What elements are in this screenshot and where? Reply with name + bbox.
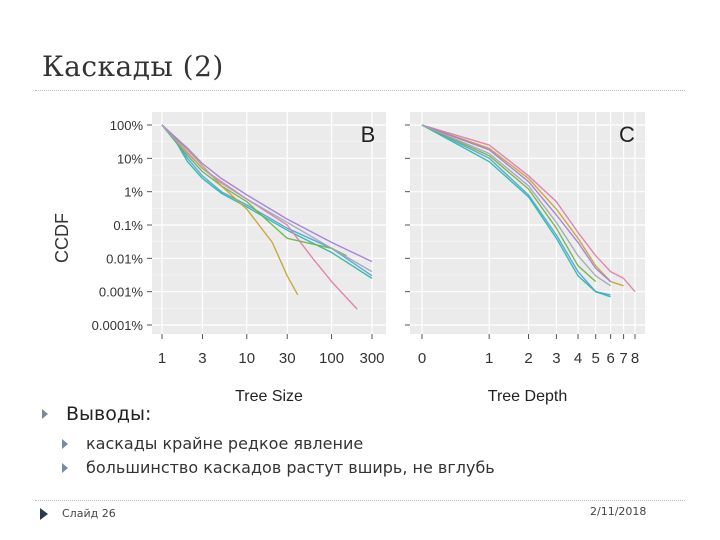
x-tick-label: 6 <box>606 350 614 367</box>
y-tick-label: 100% <box>110 118 144 133</box>
y-tick-label: 0.0001% <box>92 318 144 333</box>
plot-background <box>410 112 645 334</box>
x-axis-label: Tree Size <box>235 388 303 405</box>
x-tick-label: 300 <box>359 350 384 367</box>
y-tick-label: 0.01% <box>106 251 143 266</box>
x-tick-label: 100 <box>319 350 344 367</box>
x-axis-label: Tree Depth <box>488 388 567 405</box>
sub-bullet-1: каскады крайне редкое явление <box>40 432 495 456</box>
series-line <box>421 124 636 293</box>
y-tick-label: 10% <box>117 151 143 166</box>
slide-date: 2/11/2018 <box>590 505 647 518</box>
slide-number: Слайд 26 <box>62 507 116 520</box>
series-line <box>161 124 299 296</box>
footer-arrow-icon <box>40 508 48 520</box>
x-tick-label: 30 <box>279 350 296 367</box>
bullet-main-text: Выводы: <box>66 403 152 425</box>
plot-background <box>152 112 386 334</box>
panel-tree-size: 1 3 10 30 100 300 100% 10% 1% 0.1% 0.01% 0.001% 0.00… <box>92 112 386 405</box>
x-tick-label: 2 <box>524 350 532 367</box>
series-line <box>421 124 611 287</box>
panel-tree-depth: 0 1 2 3 4 5 6 7 8 C Tree Depth <box>405 112 645 405</box>
x-tick-label: 3 <box>552 350 560 367</box>
footer-divider <box>35 500 685 501</box>
x-tick-label: 1 <box>485 350 493 367</box>
sub-bullet-2-text: большинство каскадов растут вширь, не вг… <box>86 458 495 477</box>
slide-title: Каскады (2) <box>42 50 224 83</box>
panel-letter: C <box>619 122 635 147</box>
bullet-arrow-icon <box>42 409 48 419</box>
x-tick-label: 8 <box>631 350 639 367</box>
bullet-main: Выводы: <box>40 402 495 426</box>
x-tick-label: 10 <box>238 350 255 367</box>
series-line <box>161 124 347 257</box>
series-line <box>421 124 611 298</box>
sub-bullet-1-text: каскады крайне редкое явление <box>86 434 364 453</box>
conclusions-list: Выводы: каскады крайне редкое явление бо… <box>40 402 495 480</box>
y-tick-label: 1% <box>124 185 143 200</box>
x-tick-label: 7 <box>619 350 627 367</box>
series-line <box>421 124 597 283</box>
ccdf-axis-label: CCDF <box>52 213 72 263</box>
series-line <box>161 124 373 263</box>
bullet-arrow-icon <box>62 439 68 449</box>
title-divider <box>35 90 685 91</box>
bullet-arrow-icon <box>62 463 68 473</box>
y-tick-label: 0.001% <box>99 285 144 300</box>
series-line <box>421 124 612 283</box>
x-tick-label: 4 <box>574 350 582 367</box>
x-tick-label: 3 <box>198 350 206 367</box>
x-tick-label: 0 <box>418 350 426 367</box>
x-tick-label: 5 <box>592 350 600 367</box>
sub-bullet-2: большинство каскадов растут вширь, не вг… <box>40 456 495 480</box>
series-line <box>161 124 373 273</box>
y-tick-label: 0.1% <box>113 218 143 233</box>
x-tick-label: 1 <box>158 350 166 367</box>
panel-letter: B <box>361 122 376 147</box>
